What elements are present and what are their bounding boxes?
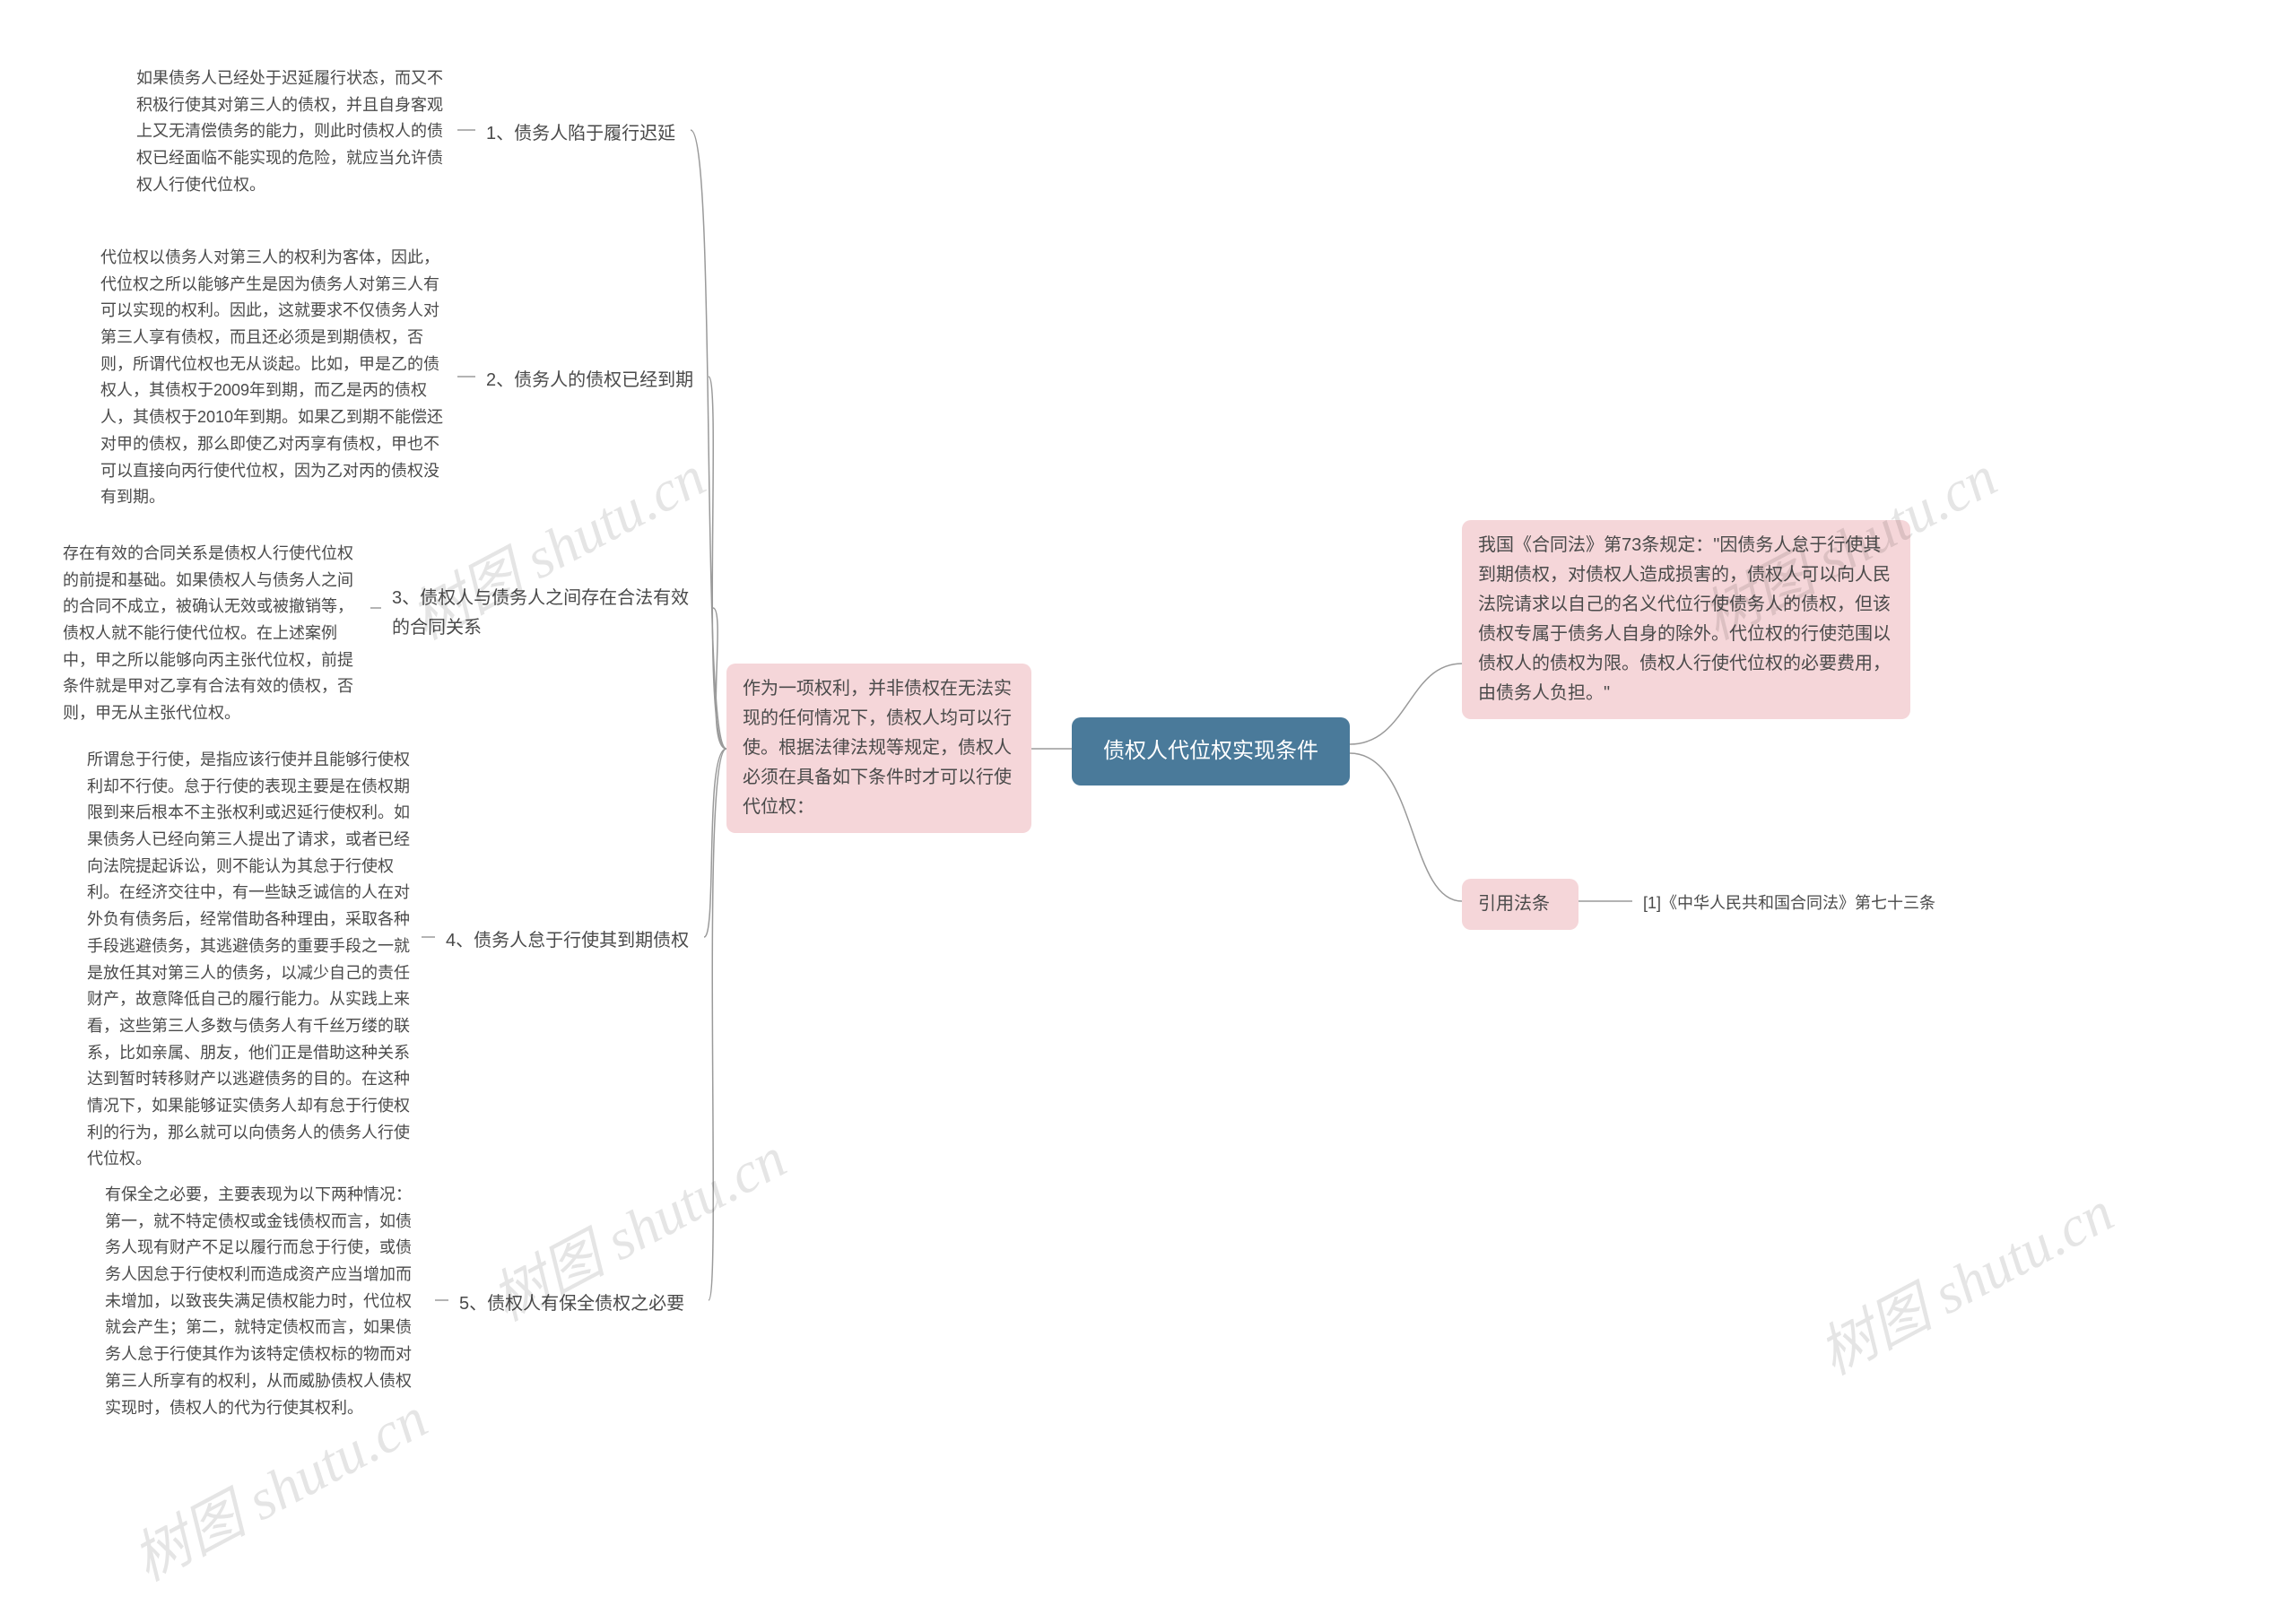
condition-1-node[interactable]: 1、债务人陷于履行迟延 [475,112,691,156]
connector-edge [1350,753,1462,901]
condition-4-node[interactable]: 4、债务人怠于行使其到期债权 [435,919,704,963]
law-node[interactable]: 我国《合同法》第73条规定："因债务人怠于行使其到期债权，对债权人造成损害的，债… [1462,520,1910,719]
condition-3-detail: 存在有效的合同关系是债权人行使代位权的前提和基础。如果债权人与债务人之间的合同不… [52,534,370,734]
condition-5-node[interactable]: 5、债权人有保全债权之必要 [448,1282,709,1326]
connector-edge [713,608,726,749]
condition-1-detail: 如果债务人已经处于迟延履行状态，而又不积极行使其对第三人的债权，并且自身客观上又… [126,58,457,205]
connector-edge [709,377,726,749]
intro-node[interactable]: 作为一项权利，并非债权在无法实现的任何情况下，债权人均可以行使。根据法律法规等规… [726,664,1031,833]
condition-2-node[interactable]: 2、债务人的债权已经到期 [475,359,709,403]
citation-detail-node: [1]《中华人民共和国合同法》第七十三条 [1632,883,2009,924]
connector-edge [709,749,726,1300]
citation-node[interactable]: 引用法条 [1462,879,1578,930]
condition-5-detail: 有保全之必要，主要表现为以下两种情况：第一，就不特定债权或金钱债权而言，如债务人… [94,1175,435,1428]
condition-2-detail: 代位权以债务人对第三人的权利为客体，因此，代位权之所以能够产生是因为债务人对第三… [90,238,457,518]
condition-3-node[interactable]: 3、债权人与债务人之间存在合法有效的合同关系 [381,577,713,650]
connector-edge [704,749,726,937]
connector-edge [1350,664,1462,744]
watermark: 树图 shutu.cn [1802,1167,2125,1391]
connector-edge [691,130,726,749]
root-node[interactable]: 债权人代位权实现条件 [1072,717,1350,785]
condition-4-detail: 所谓怠于行使，是指应该行使并且能够行使权利却不行使。怠于行使的表现主要是在债权期… [76,740,422,1180]
